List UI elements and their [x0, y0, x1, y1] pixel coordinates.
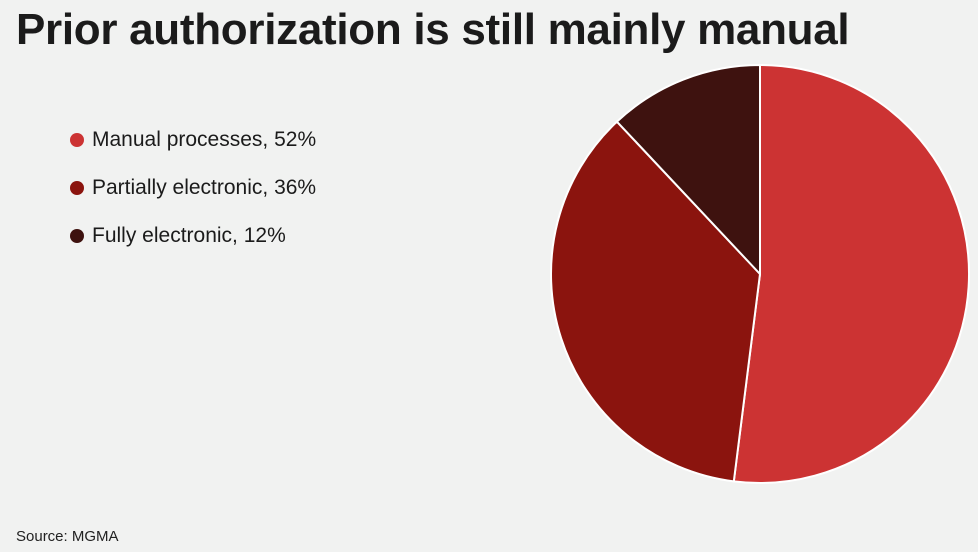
legend-dot-fully-electronic: [70, 229, 84, 243]
pie-slice-manual: [732, 64, 970, 484]
legend-label-manual: Manual processes, 52%: [92, 128, 317, 151]
pie-slice-fully-electronic: [615, 64, 761, 275]
legend-label-fully-electronic: Fully electronic, 12%: [92, 224, 286, 247]
legend-dot-manual: [70, 133, 84, 147]
legend-dot-partially-electronic: [70, 181, 84, 195]
legend-item-manual: Manual processes, 52%: [70, 126, 316, 154]
legend: Manual processes, 52% Partially electron…: [70, 126, 316, 270]
legend-label-partially-electronic: Partially electronic, 36%: [92, 176, 317, 199]
source-note: Source: MGMA: [16, 528, 119, 545]
legend-item-fully-electronic: Fully electronic, 12%: [70, 222, 316, 250]
pie-chart: [550, 64, 970, 484]
chart-title: Prior authorization is still mainly manu…: [16, 5, 850, 54]
pie-slice-partially-electronic: [550, 120, 761, 483]
legend-item-partially-electronic: Partially electronic, 36%: [70, 174, 316, 202]
